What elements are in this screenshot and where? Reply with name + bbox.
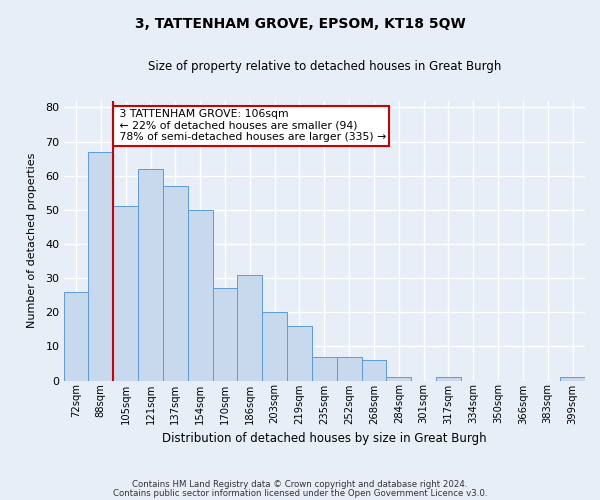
Title: Size of property relative to detached houses in Great Burgh: Size of property relative to detached ho…: [148, 60, 501, 73]
Bar: [64, 292, 88, 380]
Bar: [436, 377, 461, 380]
Bar: [138, 169, 163, 380]
Bar: [337, 356, 362, 380]
Y-axis label: Number of detached properties: Number of detached properties: [27, 153, 37, 328]
Bar: [188, 210, 212, 380]
Bar: [113, 206, 138, 380]
Bar: [362, 360, 386, 380]
Bar: [312, 356, 337, 380]
Text: Contains public sector information licensed under the Open Government Licence v3: Contains public sector information licen…: [113, 488, 487, 498]
Bar: [262, 312, 287, 380]
Bar: [560, 377, 585, 380]
Bar: [163, 186, 188, 380]
Bar: [287, 326, 312, 380]
Text: 3, TATTENHAM GROVE, EPSOM, KT18 5QW: 3, TATTENHAM GROVE, EPSOM, KT18 5QW: [134, 18, 466, 32]
Text: Contains HM Land Registry data © Crown copyright and database right 2024.: Contains HM Land Registry data © Crown c…: [132, 480, 468, 489]
Bar: [386, 377, 411, 380]
Bar: [238, 274, 262, 380]
X-axis label: Distribution of detached houses by size in Great Burgh: Distribution of detached houses by size …: [162, 432, 487, 445]
Bar: [212, 288, 238, 380]
Bar: [88, 152, 113, 380]
Text: 3 TATTENHAM GROVE: 106sqm
 ← 22% of detached houses are smaller (94)
 78% of sem: 3 TATTENHAM GROVE: 106sqm ← 22% of detac…: [116, 109, 386, 142]
